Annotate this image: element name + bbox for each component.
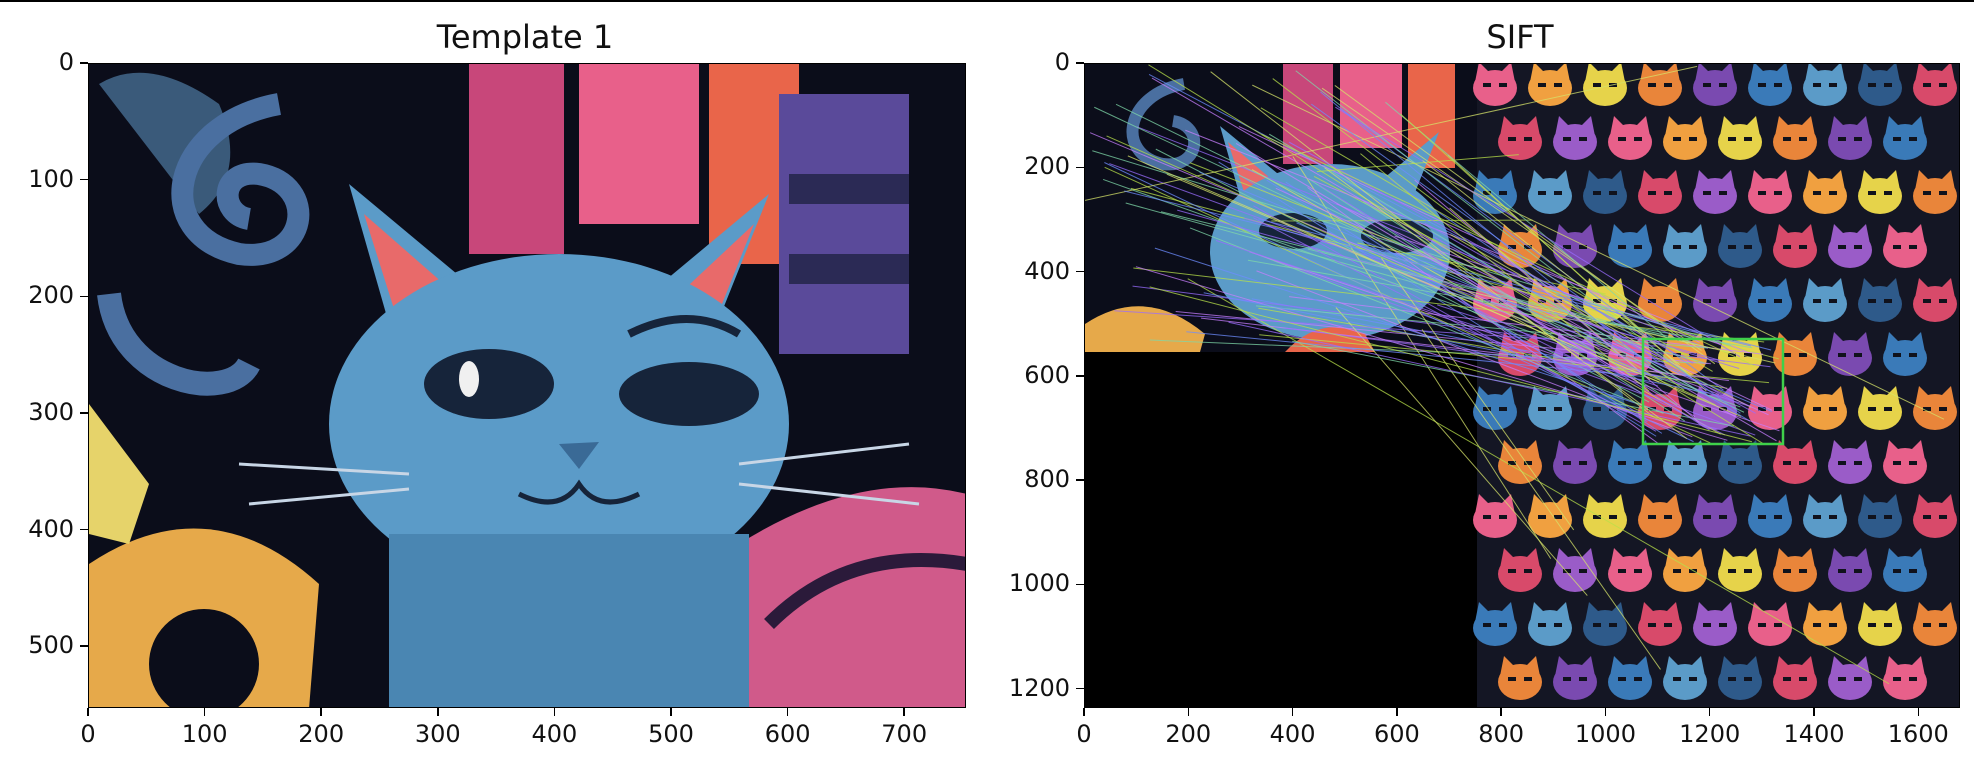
y-tick-mark bbox=[1076, 687, 1084, 690]
y-tick-mark bbox=[1076, 270, 1084, 273]
y-tick-label: 400 bbox=[28, 514, 74, 543]
scene-collage bbox=[1473, 64, 1959, 707]
x-tick-label: 400 bbox=[531, 720, 578, 748]
panel-2-title: SIFT bbox=[1486, 18, 1554, 56]
x-tick-label: 0 bbox=[1076, 720, 1092, 748]
x-tick-label: 600 bbox=[764, 720, 811, 748]
x-tick-label: 400 bbox=[1269, 720, 1316, 748]
panel-1-title: Template 1 bbox=[436, 18, 614, 56]
x-tick-label: 0 bbox=[80, 720, 96, 748]
x-tick-label: 700 bbox=[881, 720, 928, 748]
y-tick-label: 100 bbox=[28, 164, 74, 193]
x-tick-mark bbox=[670, 708, 672, 716]
x-tick-label: 300 bbox=[414, 720, 461, 748]
x-tick-mark bbox=[1813, 708, 1815, 716]
x-tick-label: 1600 bbox=[1887, 720, 1949, 748]
sift-matches-axes bbox=[1084, 63, 1960, 708]
x-tick-mark bbox=[1500, 708, 1502, 716]
detected-template-box bbox=[1641, 337, 1785, 446]
x-tick-mark bbox=[1396, 708, 1398, 716]
y-tick-mark bbox=[1076, 62, 1084, 64]
x-tick-mark bbox=[1291, 708, 1294, 716]
y-tick-label: 1000 bbox=[1008, 569, 1070, 598]
y-tick-mark bbox=[1076, 166, 1084, 169]
template-image-axes bbox=[88, 63, 966, 708]
x-tick-mark bbox=[437, 708, 439, 716]
y-tick-mark bbox=[80, 295, 88, 298]
y-tick-label: 0 bbox=[58, 48, 74, 76]
x-tick-mark bbox=[553, 708, 556, 716]
y-tick-label: 200 bbox=[28, 281, 74, 310]
y-tick-label: 400 bbox=[1024, 256, 1070, 285]
y-tick-label: 600 bbox=[1024, 360, 1070, 389]
y-tick-mark bbox=[1076, 375, 1084, 377]
y-tick-mark bbox=[80, 528, 88, 531]
x-tick-label: 1200 bbox=[1679, 720, 1741, 748]
y-tick-mark bbox=[1076, 583, 1084, 586]
x-tick-mark bbox=[903, 708, 905, 716]
x-tick-mark bbox=[1187, 708, 1190, 716]
y-tick-mark bbox=[80, 178, 88, 181]
x-tick-label: 1000 bbox=[1574, 720, 1636, 748]
x-tick-mark bbox=[320, 708, 322, 716]
x-tick-label: 200 bbox=[298, 720, 345, 748]
y-tick-mark bbox=[1076, 479, 1084, 481]
x-tick-mark bbox=[1604, 708, 1607, 716]
x-tick-mark bbox=[87, 708, 89, 716]
template-cat-image bbox=[89, 64, 965, 707]
sift-match-image bbox=[1085, 64, 1959, 707]
x-tick-mark bbox=[1708, 708, 1711, 716]
x-tick-label: 500 bbox=[648, 720, 694, 748]
y-tick-label: 300 bbox=[28, 397, 74, 426]
x-tick-label: 800 bbox=[1478, 720, 1525, 748]
x-tick-mark bbox=[786, 708, 789, 716]
sift-match-lines bbox=[1085, 64, 1945, 685]
x-tick-mark bbox=[1917, 708, 1920, 716]
top-border-line bbox=[0, 0, 1974, 2]
x-tick-label: 1400 bbox=[1783, 720, 1845, 748]
x-tick-mark bbox=[1083, 708, 1085, 716]
x-tick-label: 100 bbox=[181, 720, 228, 748]
y-tick-label: 0 bbox=[1054, 48, 1070, 76]
x-tick-mark bbox=[203, 708, 206, 716]
y-tick-mark bbox=[80, 62, 88, 64]
x-tick-label: 600 bbox=[1373, 720, 1420, 748]
y-tick-mark bbox=[80, 645, 88, 647]
y-tick-label: 500 bbox=[28, 631, 74, 660]
y-tick-label: 1200 bbox=[1008, 673, 1070, 702]
y-tick-label: 800 bbox=[1024, 465, 1070, 494]
x-tick-label: 200 bbox=[1165, 720, 1212, 748]
y-tick-mark bbox=[80, 412, 88, 414]
y-tick-label: 200 bbox=[1024, 152, 1070, 181]
